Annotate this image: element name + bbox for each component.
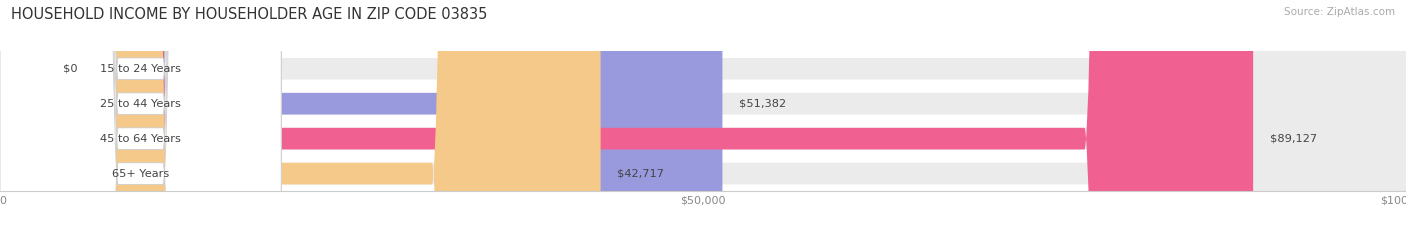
FancyBboxPatch shape (0, 0, 1253, 233)
Text: 15 to 24 Years: 15 to 24 Years (100, 64, 181, 74)
Text: HOUSEHOLD INCOME BY HOUSEHOLDER AGE IN ZIP CODE 03835: HOUSEHOLD INCOME BY HOUSEHOLDER AGE IN Z… (11, 7, 488, 22)
FancyBboxPatch shape (0, 0, 281, 233)
Text: 45 to 64 Years: 45 to 64 Years (100, 134, 181, 144)
FancyBboxPatch shape (0, 0, 281, 233)
Text: $89,127: $89,127 (1270, 134, 1317, 144)
Text: $51,382: $51,382 (740, 99, 786, 109)
FancyBboxPatch shape (0, 0, 723, 233)
Text: Source: ZipAtlas.com: Source: ZipAtlas.com (1284, 7, 1395, 17)
Text: 65+ Years: 65+ Years (112, 169, 169, 178)
FancyBboxPatch shape (0, 0, 42, 233)
Text: $0: $0 (63, 64, 77, 74)
Text: 25 to 44 Years: 25 to 44 Years (100, 99, 181, 109)
FancyBboxPatch shape (0, 0, 281, 233)
FancyBboxPatch shape (0, 0, 600, 233)
FancyBboxPatch shape (0, 0, 281, 233)
Text: $42,717: $42,717 (617, 169, 665, 178)
